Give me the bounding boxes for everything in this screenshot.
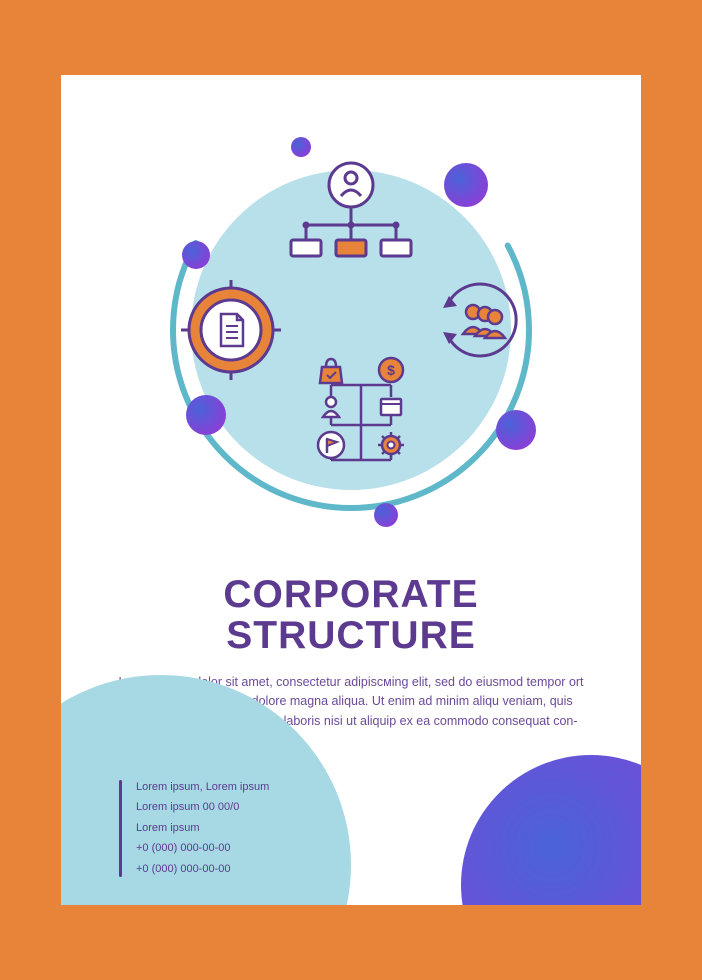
poster-card: $ xyxy=(61,75,641,905)
contact-lines: Lorem ipsum, Lorem ipsum Lorem ipsum 00 … xyxy=(136,780,269,877)
accent-dot xyxy=(374,503,398,527)
poster-title: CORPORATE STRUCTURE xyxy=(61,575,641,657)
svg-text:$: $ xyxy=(387,362,395,378)
accent-dot xyxy=(444,163,488,207)
accent-dot xyxy=(496,410,536,450)
accent-dot xyxy=(291,137,311,157)
footer-circle-gradient xyxy=(461,755,641,905)
contact-line: +0 (000) 000-00-00 xyxy=(136,862,269,877)
accent-dot xyxy=(186,395,226,435)
title-line-2: STRUCTURE xyxy=(226,614,476,657)
contact-rule xyxy=(119,780,122,877)
contact-line: Lorem ipsum, Lorem ipsum xyxy=(136,780,269,795)
contact-line: +0 (000) 000-00-00 xyxy=(136,841,269,856)
contact-line: Lorem ipsum 00 00/0 xyxy=(136,800,269,815)
hero-illustration: $ xyxy=(136,115,566,545)
contact-line: Lorem ipsum xyxy=(136,821,269,836)
title-line-1: CORPORATE xyxy=(223,573,478,616)
contact-block: Lorem ipsum, Lorem ipsum Lorem ipsum 00 … xyxy=(119,780,269,877)
accent-dot xyxy=(182,241,210,269)
